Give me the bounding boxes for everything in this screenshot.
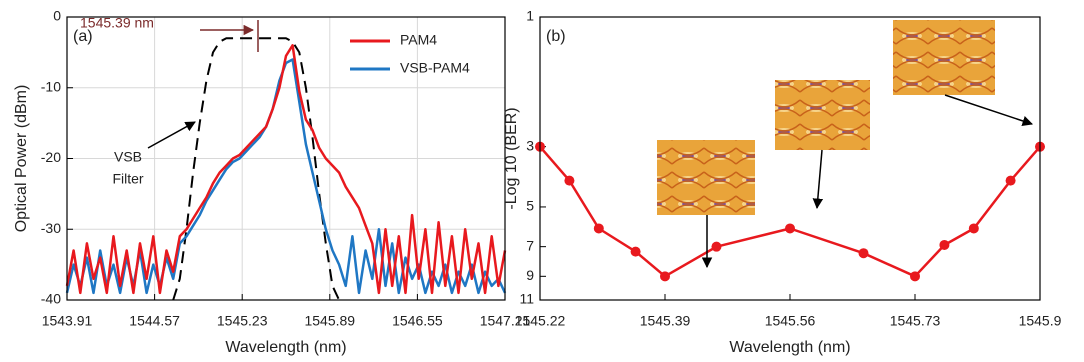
data-point [594, 223, 604, 233]
legend-label: PAM4 [400, 32, 437, 48]
x-tick-label: 1543.91 [42, 313, 93, 329]
x-tick-label: 1545.9 [1019, 313, 1062, 329]
series-line [540, 147, 1040, 277]
figure: 1543.911544.571545.231545.891546.551547.… [0, 0, 1084, 362]
data-point [631, 247, 641, 257]
annotation: VSB [114, 149, 142, 165]
y-axis-label: Optical Power (dBm) [13, 85, 30, 233]
data-point [910, 271, 920, 281]
y-tick-label: 11 [519, 291, 534, 307]
y-tick-label: -10 [41, 78, 61, 94]
x-tick-label: 1545.89 [304, 313, 355, 329]
y-tick-label: 0 [53, 8, 61, 24]
x-axis-label: Wavelength (nm) [225, 339, 346, 356]
x-tick-label: 1544.57 [129, 313, 180, 329]
x-tick-label: 1545.39 [640, 313, 691, 329]
y-tick-label: -20 [41, 149, 61, 165]
legend-label: VSB-PAM4 [400, 60, 470, 76]
x-axis-label: Wavelength (nm) [729, 339, 850, 356]
data-point [969, 223, 979, 233]
data-point [660, 271, 670, 281]
data-point [785, 223, 795, 233]
annotation: Filter [112, 171, 143, 187]
x-tick-label: 1545.73 [890, 313, 941, 329]
y-tick-label: 9 [526, 267, 534, 283]
eye-inset [657, 140, 755, 215]
y-tick-label: 3 [526, 137, 534, 153]
data-point [859, 248, 869, 258]
x-tick-label: 1545.23 [217, 313, 268, 329]
annotation: 1545.39 nm [80, 15, 154, 31]
x-tick-label: 1545.56 [765, 313, 816, 329]
series-line [67, 45, 505, 293]
x-tick-label: 1546.55 [392, 313, 443, 329]
arrow [945, 95, 1032, 124]
data-point [939, 240, 949, 250]
arrow [817, 150, 822, 208]
eye-inset [775, 80, 870, 150]
data-point [1006, 176, 1016, 186]
y-tick-label: -40 [41, 291, 61, 307]
panel-label: (b) [546, 28, 566, 45]
y-tick-label: 7 [526, 237, 534, 253]
data-point [564, 176, 574, 186]
y-axis-label: -Log 10 (BER) [503, 107, 520, 209]
data-point [711, 242, 721, 252]
panel-label: (a) [73, 28, 93, 45]
eye-inset [893, 20, 995, 95]
filter-line [173, 38, 339, 300]
y-tick-label: 5 [526, 198, 534, 214]
y-tick-label: 1 [526, 8, 534, 24]
x-tick-label: 1545.22 [515, 313, 566, 329]
y-tick-label: -30 [41, 220, 61, 236]
